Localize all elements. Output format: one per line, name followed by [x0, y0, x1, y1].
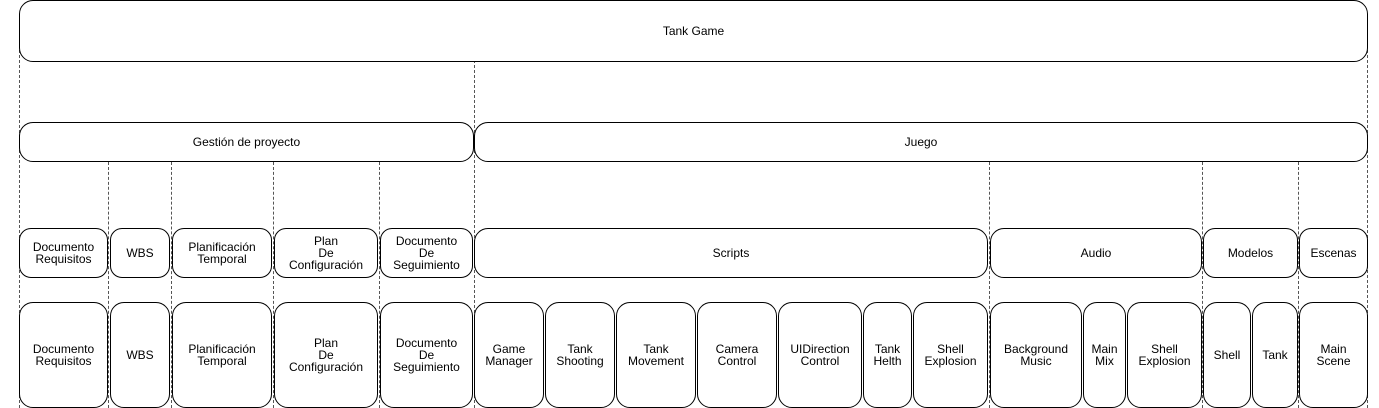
leaf-plan-configuracion: Plan De Configuración: [274, 302, 378, 408]
node-plan-configuracion: Plan De Configuración: [274, 228, 378, 278]
leaf-documento-seguimiento: Documento De Seguimiento: [380, 302, 473, 408]
leaf-documento-requisitos: Documento Requisitos: [19, 302, 108, 408]
node-wbs: WBS: [110, 228, 170, 278]
connector-line: [19, 30, 20, 408]
connector-line: [108, 162, 109, 408]
connector-line: [1298, 162, 1299, 408]
node-documento-seguimiento: Documento De Seguimiento: [380, 228, 473, 278]
connector-line: [273, 162, 274, 408]
connector-line: [379, 162, 380, 408]
leaf-tank-shooting: Tank Shooting: [545, 302, 615, 408]
leaf-planificacion-temporal: Planificación Temporal: [172, 302, 272, 408]
node-escenas: Escenas: [1299, 228, 1368, 278]
leaf-tank-model: Tank: [1252, 302, 1298, 408]
leaf-wbs: WBS: [110, 302, 170, 408]
leaf-background-music: Background Music: [990, 302, 1082, 408]
leaf-camera-control: Camera Control: [697, 302, 777, 408]
node-modelos: Modelos: [1203, 228, 1298, 278]
leaf-tank-movement: Tank Movement: [616, 302, 696, 408]
connector-line: [989, 162, 990, 408]
leaf-uidirection-control: UIDirection Control: [778, 302, 862, 408]
connector-line: [1367, 30, 1368, 408]
leaf-main-mix: Main Mix: [1083, 302, 1126, 408]
leaf-tank-helth: Tank Helth: [863, 302, 912, 408]
node-scripts: Scripts: [474, 228, 988, 278]
leaf-main-scene: Main Scene: [1299, 302, 1368, 408]
node-documento-requisitos: Documento Requisitos: [19, 228, 108, 278]
connector-line: [474, 30, 475, 408]
connector-line: [171, 162, 172, 408]
leaf-shell-explosion-script: Shell Explosion: [913, 302, 988, 408]
connector-line: [1202, 162, 1203, 408]
leaf-game-manager: Game Manager: [474, 302, 544, 408]
node-planificacion-temporal: Planificación Temporal: [172, 228, 272, 278]
leaf-shell-explosion-audio: Shell Explosion: [1127, 302, 1202, 408]
node-gestion-proyecto: Gestión de proyecto: [19, 122, 474, 162]
leaf-shell-model: Shell: [1203, 302, 1251, 408]
node-audio: Audio: [990, 228, 1202, 278]
node-tank-game: Tank Game: [19, 0, 1368, 62]
node-juego: Juego: [474, 122, 1368, 162]
